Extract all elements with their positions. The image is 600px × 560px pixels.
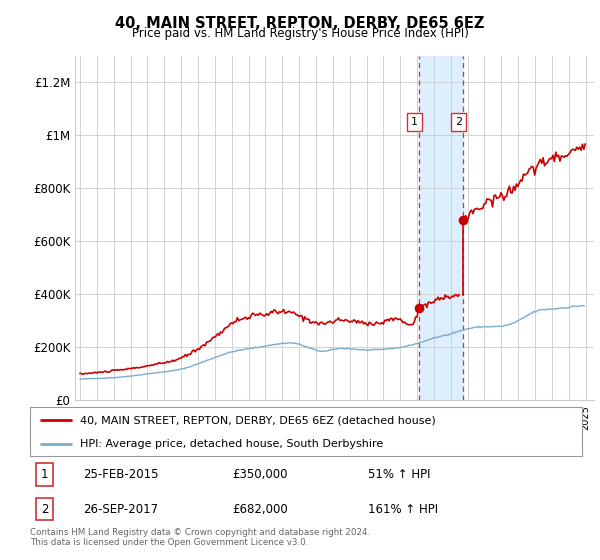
Bar	[419, 56, 463, 400]
Text: Contains HM Land Registry data © Crown copyright and database right 2024.
This d: Contains HM Land Registry data © Crown c…	[30, 528, 370, 547]
Text: 40, MAIN STREET, REPTON, DERBY, DE65 6EZ (detached house): 40, MAIN STREET, REPTON, DERBY, DE65 6EZ…	[80, 416, 436, 426]
Text: 40, MAIN STREET, REPTON, DERBY, DE65 6EZ: 40, MAIN STREET, REPTON, DERBY, DE65 6EZ	[115, 16, 485, 31]
Text: 26-SEP-2017: 26-SEP-2017	[83, 502, 158, 516]
Text: 2: 2	[455, 117, 462, 127]
Text: 161% ↑ HPI: 161% ↑ HPI	[368, 502, 438, 516]
Text: 25-FEB-2015: 25-FEB-2015	[83, 468, 158, 481]
Text: 1: 1	[411, 117, 418, 127]
Text: 51% ↑ HPI: 51% ↑ HPI	[368, 468, 430, 481]
Text: 1: 1	[41, 468, 48, 481]
Text: HPI: Average price, detached house, South Derbyshire: HPI: Average price, detached house, Sout…	[80, 439, 383, 449]
Text: 2: 2	[41, 502, 48, 516]
Text: £350,000: £350,000	[232, 468, 288, 481]
Text: Price paid vs. HM Land Registry's House Price Index (HPI): Price paid vs. HM Land Registry's House …	[131, 27, 469, 40]
Text: £682,000: £682,000	[232, 502, 288, 516]
